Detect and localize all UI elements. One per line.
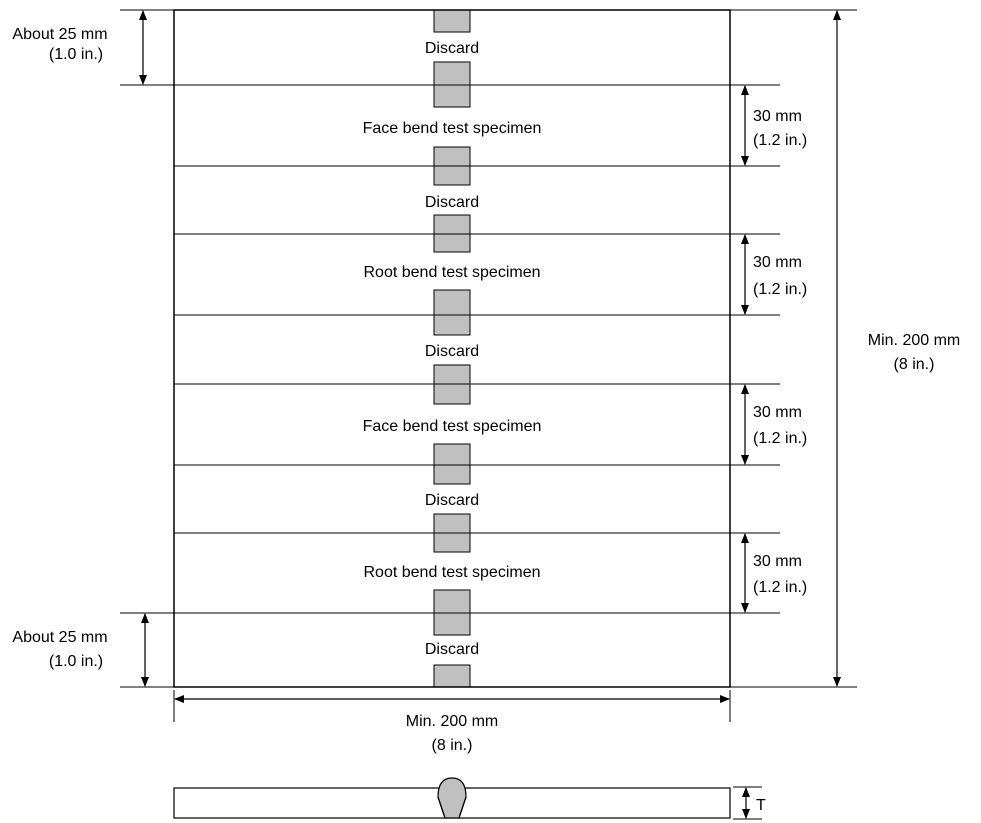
dimension-overall-height: Min. 200 mm (8 in.) xyxy=(833,10,979,687)
section-label-discard-5: Discard xyxy=(425,641,479,658)
dimension-specimen-2-in: (1.2 in.) xyxy=(753,281,807,298)
dimension-specimen-1-in: (1.2 in.) xyxy=(753,132,807,149)
dimension-thickness: T xyxy=(733,786,766,820)
dimension-overall-width: Min. 200 mm (8 in.) xyxy=(174,695,730,754)
section-label-root-bend-1: Root bend test specimen xyxy=(364,264,541,281)
dimension-specimen-4-mm: 30 mm xyxy=(753,553,802,570)
section-label-discard-2: Discard xyxy=(425,194,479,211)
dimension-specimen-2: 30 mm (1.2 in.) xyxy=(741,234,807,315)
extension-lines xyxy=(120,9,857,722)
section-label-discard-4: Discard xyxy=(425,492,479,509)
section-label-discard-1: Discard xyxy=(425,40,479,57)
test-plate-outline xyxy=(173,9,731,688)
dimension-overall-width-mm: Min. 200 mm xyxy=(406,713,498,730)
section-label-root-bend-2: Root bend test specimen xyxy=(364,564,541,581)
section-label-discard-3: Discard xyxy=(425,343,479,360)
dimension-bottom-discard-mm: About 25 mm xyxy=(12,629,107,646)
dimension-thickness-label: T xyxy=(756,797,766,814)
dimension-specimen-4-in: (1.2 in.) xyxy=(753,579,807,596)
dimension-top-discard: About 25 mm (1.0 in.) xyxy=(12,10,147,85)
dimension-specimen-4: 30 mm (1.2 in.) xyxy=(741,533,807,613)
dimension-top-discard-in: (1.0 in.) xyxy=(49,46,103,63)
dimension-specimen-3: 30 mm (1.2 in.) xyxy=(741,384,807,465)
section-label-face-bend-2: Face bend test specimen xyxy=(363,418,542,435)
dimension-specimen-3-mm: 30 mm xyxy=(753,404,802,421)
dimension-top-discard-mm: About 25 mm xyxy=(12,26,107,43)
dimension-specimen-1-mm: 30 mm xyxy=(753,108,802,125)
dimension-overall-height-mm: Min. 200 mm xyxy=(868,332,960,349)
dimension-bottom-discard-in: (1.0 in.) xyxy=(49,653,103,670)
dimension-specimen-2-mm: 30 mm xyxy=(753,254,802,271)
dimension-overall-width-in: (8 in.) xyxy=(432,737,473,754)
section-dividers xyxy=(120,84,780,614)
plate-cross-section xyxy=(173,777,731,819)
dimension-specimen-3-in: (1.2 in.) xyxy=(753,430,807,447)
dimension-specimen-1: 30 mm (1.2 in.) xyxy=(741,85,807,166)
section-labels: Discard Face bend test specimen Discard … xyxy=(363,40,542,658)
dimension-bottom-discard: About 25 mm (1.0 in.) xyxy=(12,613,149,687)
dimension-overall-height-in: (8 in.) xyxy=(894,356,935,373)
section-label-face-bend-1: Face bend test specimen xyxy=(363,120,542,137)
